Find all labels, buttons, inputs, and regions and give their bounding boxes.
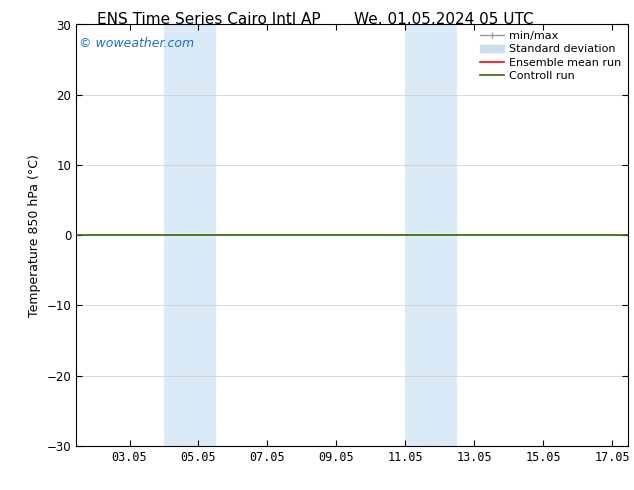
Y-axis label: Temperature 850 hPa (°C): Temperature 850 hPa (°C) — [28, 154, 41, 317]
Text: © woweather.com: © woweather.com — [79, 37, 194, 50]
Legend: min/max, Standard deviation, Ensemble mean run, Controll run: min/max, Standard deviation, Ensemble me… — [476, 27, 625, 86]
Bar — [164, 24, 216, 446]
Text: We. 01.05.2024 05 UTC: We. 01.05.2024 05 UTC — [354, 12, 534, 27]
Bar — [405, 24, 457, 446]
Text: ENS Time Series Cairo Intl AP: ENS Time Series Cairo Intl AP — [98, 12, 321, 27]
